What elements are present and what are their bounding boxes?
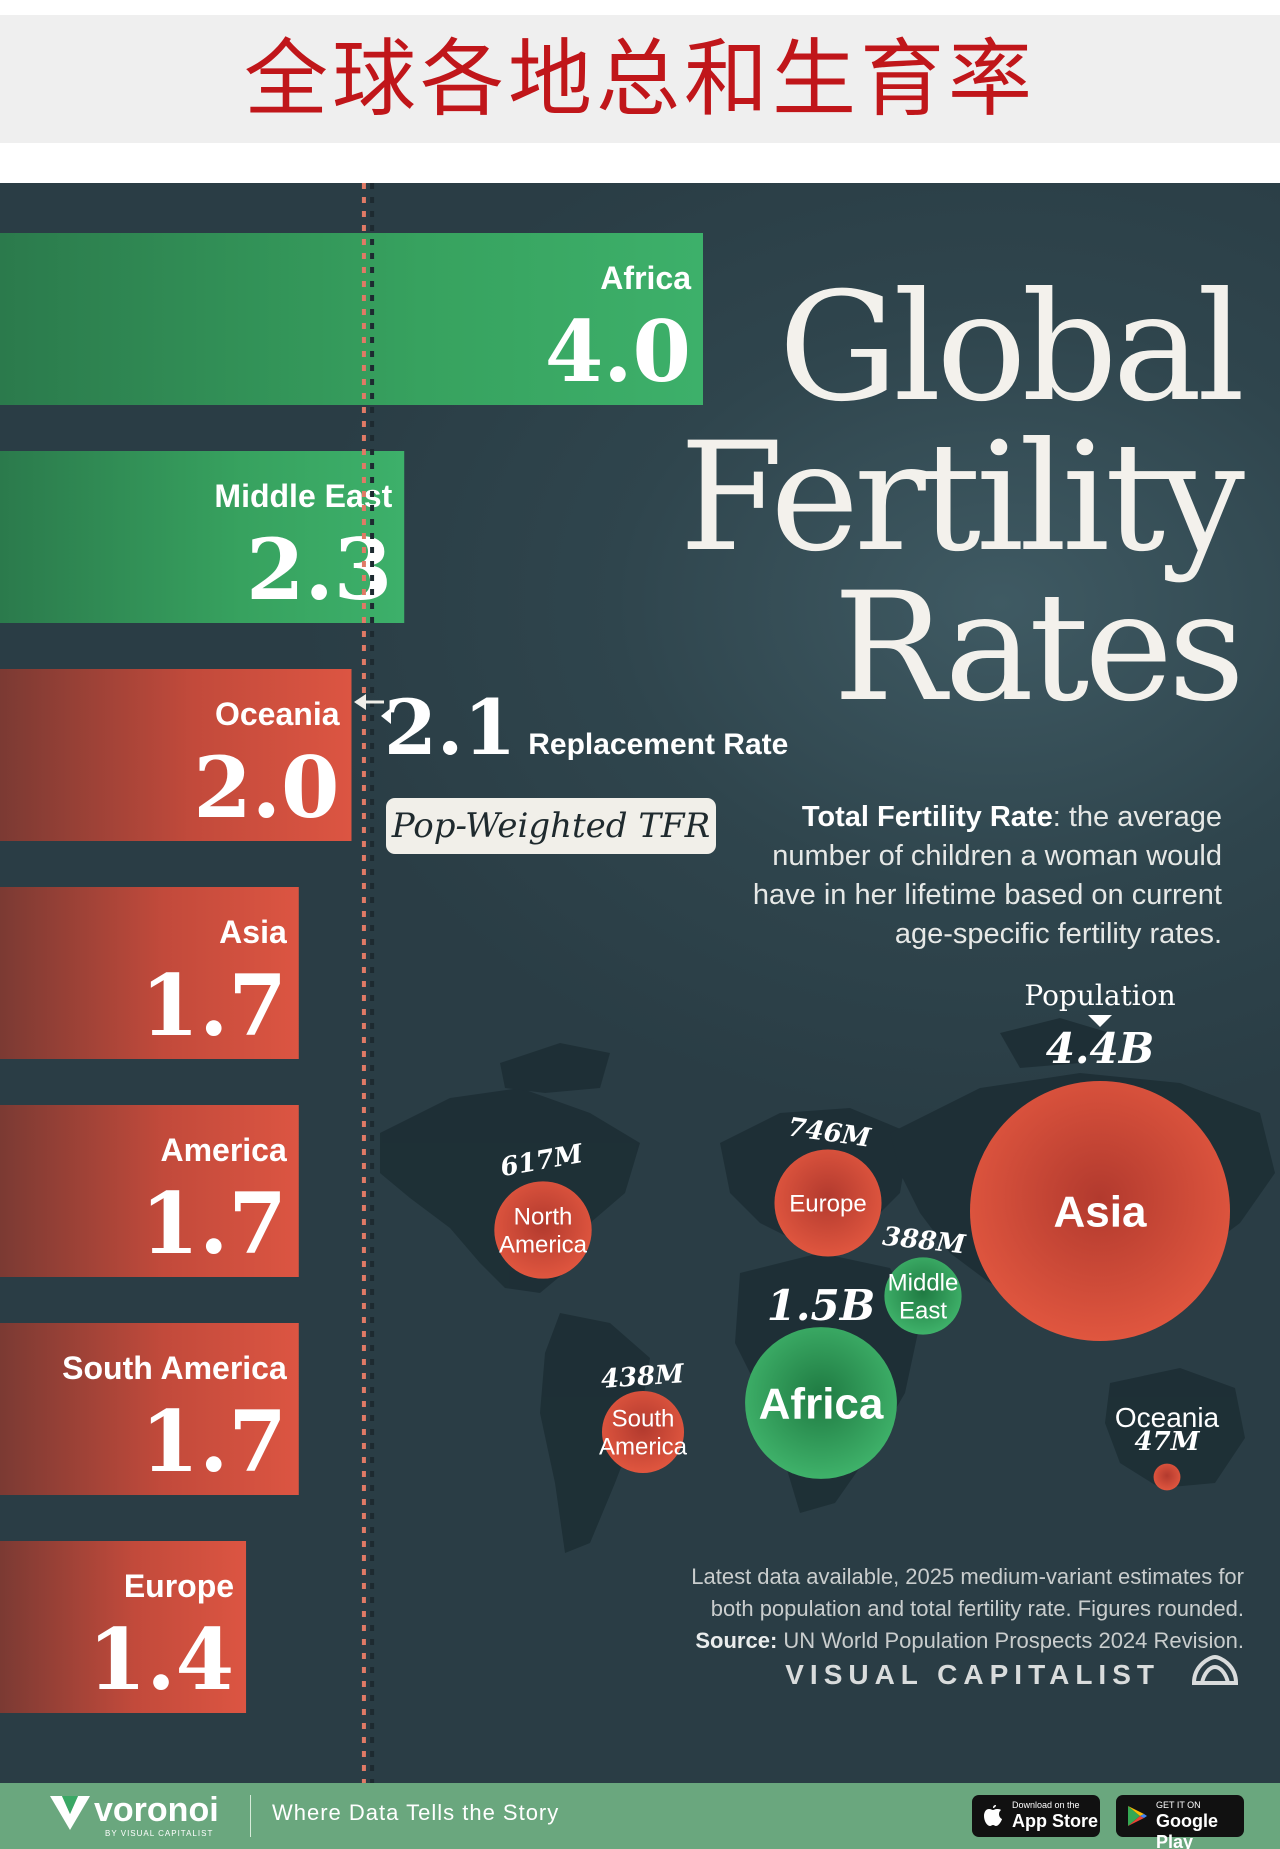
bubble-circle bbox=[1153, 1463, 1181, 1491]
bar-group: South America 1.7 bbox=[0, 1323, 299, 1495]
footer-brand-sub: BY VISUAL CAPITALIST bbox=[105, 1829, 214, 1838]
footer-divider bbox=[250, 1795, 251, 1837]
bar-group: Asia 1.7 bbox=[0, 887, 299, 1059]
bar-value-label: 2.3 bbox=[246, 520, 392, 619]
bubble-population-label: 438M bbox=[600, 1359, 686, 1395]
title-line-3: Rates bbox=[833, 561, 1245, 735]
bar-group: Africa 4.0 bbox=[0, 233, 703, 405]
bubble-region-label: America bbox=[599, 1433, 688, 1460]
bar-value-label: 1.4 bbox=[88, 1610, 234, 1709]
app-store-top-label: Download on the bbox=[1012, 1800, 1080, 1810]
visual-capitalist-logo-icon bbox=[1191, 1654, 1239, 1685]
replacement-rate-label: Replacement Rate bbox=[528, 728, 789, 761]
footer-tagline: Where Data Tells the Story bbox=[272, 1800, 560, 1825]
bubble-population-label: 1.5B bbox=[767, 1281, 876, 1330]
bubble-region-label: Middle bbox=[888, 1269, 959, 1296]
title-line-1: Global bbox=[778, 261, 1245, 435]
voronoi-logo-icon bbox=[50, 1796, 90, 1830]
bubble-region-label: North bbox=[514, 1203, 573, 1230]
google-play-top-label: GET IT ON bbox=[1156, 1800, 1201, 1810]
bar bbox=[0, 1541, 247, 1713]
bar-category-label: Oceania bbox=[215, 696, 340, 732]
bar-category-label: Europe bbox=[124, 1568, 234, 1604]
bar-value-label: 1.7 bbox=[141, 956, 287, 1055]
header-band bbox=[0, 15, 1280, 143]
footer-brand-name[interactable]: voronoi bbox=[94, 1791, 219, 1829]
bar-value-label: 4.0 bbox=[545, 302, 691, 401]
google-play-label: Google Play bbox=[1156, 1811, 1218, 1849]
pop-weighted-tfr-box: Pop-Weighted TFR bbox=[386, 798, 716, 854]
google-play-button[interactable]: GET IT ON Google Play bbox=[1116, 1795, 1244, 1849]
map-bubble: Asia 4.4B bbox=[970, 1024, 1230, 1341]
source-label: Source: bbox=[695, 1628, 778, 1653]
bar-group: Europe 1.4 bbox=[0, 1541, 247, 1713]
bubble-circle bbox=[601, 1390, 685, 1474]
bar bbox=[0, 1105, 299, 1277]
bar bbox=[0, 233, 703, 405]
population-pointer-icon bbox=[1088, 1015, 1112, 1027]
replacement-rate-value: 2.1 bbox=[384, 683, 517, 772]
bubble-circle bbox=[494, 1181, 592, 1279]
bar bbox=[0, 887, 299, 1059]
bar bbox=[0, 669, 352, 841]
footnote: Latest data available, 2025 medium-varia… bbox=[644, 1561, 1244, 1657]
bubble-region-label: Europe bbox=[789, 1190, 866, 1217]
bubble-circle bbox=[774, 1149, 882, 1257]
footnote-source: Source: UN World Population Prospects 20… bbox=[644, 1625, 1244, 1657]
bubble-circle bbox=[970, 1081, 1230, 1341]
bubble-population-label: 4.4B bbox=[1046, 1024, 1155, 1073]
bar-value-label: 2.0 bbox=[193, 738, 339, 837]
bubble-region-label: Oceania bbox=[1115, 1402, 1220, 1433]
footnote-line-2: both population and total fertility rate… bbox=[710, 1596, 1244, 1621]
bar-group: America 1.7 bbox=[0, 1105, 299, 1277]
google-play-icon bbox=[1128, 1806, 1147, 1826]
app-store-button[interactable]: Download on the App Store bbox=[972, 1795, 1100, 1837]
bar-group: Oceania 2.0 bbox=[0, 669, 352, 841]
replacement-arrow-icon bbox=[381, 708, 391, 724]
bubble-region-label: South bbox=[612, 1405, 675, 1432]
bar-category-label: Asia bbox=[219, 914, 287, 950]
replacement-rate-annotation: 2.1 Replacement Rate bbox=[384, 683, 788, 772]
pop-weighted-arrow-icon bbox=[354, 694, 384, 710]
bar-category-label: South America bbox=[62, 1350, 287, 1386]
bubble-population-label: 47M bbox=[1135, 1427, 1201, 1457]
map-bubble: Africa 1.5B bbox=[745, 1281, 897, 1479]
bar bbox=[0, 1323, 299, 1495]
bar-value-label: 1.7 bbox=[141, 1174, 287, 1273]
bubble-circle bbox=[745, 1327, 897, 1479]
bar-category-label: America bbox=[160, 1132, 287, 1168]
main-title: Global Fertility Rates bbox=[620, 261, 1245, 735]
population-label: Population bbox=[1024, 979, 1175, 1012]
bar-value-label: 1.7 bbox=[141, 1392, 287, 1491]
brand-wordmark: VISUAL CAPITALIST bbox=[785, 1659, 1160, 1690]
bubble-circle bbox=[884, 1257, 962, 1335]
definition-body: : the average number of children a woman… bbox=[752, 801, 1222, 950]
definition-text: Total Fertility Rate: the average number… bbox=[750, 798, 1222, 954]
bar-category-label: Africa bbox=[600, 260, 691, 296]
source-text: UN World Population Prospects 2024 Revis… bbox=[777, 1628, 1244, 1653]
page-title: 全球各地总和生育率 bbox=[243, 30, 1036, 128]
bar bbox=[0, 451, 405, 623]
poster: Africa 4.0 Middle East 2.3 Oceania 2.0 Asia 1.7… bbox=[0, 183, 1280, 1783]
definition-term: Total Fertility Rate bbox=[801, 801, 1053, 833]
bubble-region-label: America bbox=[499, 1231, 588, 1258]
apple-icon bbox=[984, 1805, 1002, 1826]
bubble-region-label: Asia bbox=[1054, 1187, 1147, 1236]
bubble-region-label: Africa bbox=[759, 1379, 884, 1428]
footnote-line-1: Latest data available, 2025 medium-varia… bbox=[691, 1564, 1244, 1589]
app-store-label: App Store bbox=[1012, 1811, 1099, 1831]
title-line-2: Fertility bbox=[679, 411, 1245, 585]
bubble-region-label: East bbox=[899, 1297, 947, 1324]
